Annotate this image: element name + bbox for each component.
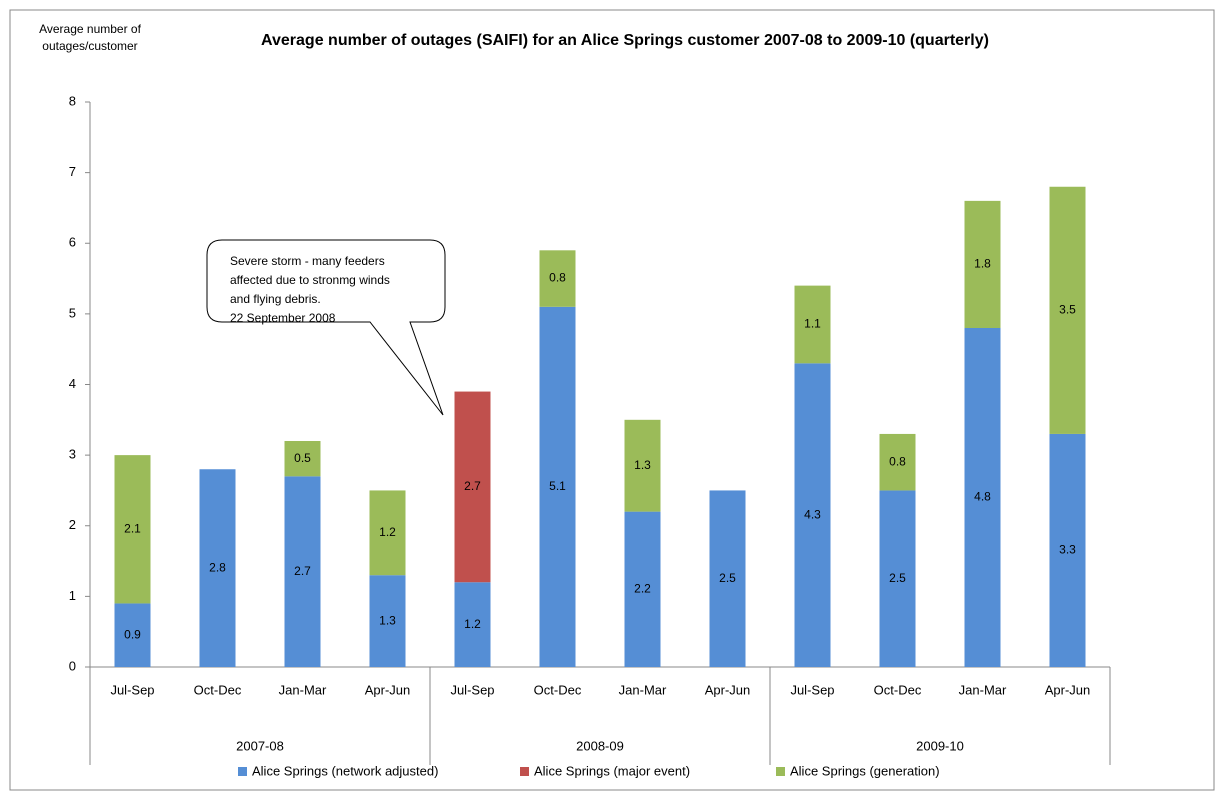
- bar-segment: [114, 455, 151, 604]
- data-label: 0.9: [124, 627, 141, 641]
- x-tick-label: Oct-Dec: [534, 682, 582, 697]
- bar-segment: [199, 469, 236, 667]
- data-label: 1.3: [379, 613, 396, 627]
- data-label: 2.1: [124, 521, 141, 535]
- y-tick-label: 3: [69, 447, 76, 462]
- x-tick-label: Oct-Dec: [194, 682, 242, 697]
- y-tick-label: 4: [69, 376, 76, 391]
- data-label: 2.8: [209, 560, 226, 574]
- bar-segment: [114, 603, 151, 667]
- x-tick-label: Apr-Jun: [1045, 682, 1091, 697]
- bar-segment: [624, 511, 661, 667]
- annotation-text: and flying debris.: [230, 292, 321, 306]
- data-label: 5.1: [549, 479, 566, 493]
- data-label: 1.8: [974, 257, 991, 271]
- y-tick-label: 7: [69, 164, 76, 179]
- legend-swatch: [776, 767, 785, 776]
- chart-title: Average number of outages (SAIFI) for an…: [261, 32, 989, 49]
- y-tick-label: 6: [69, 235, 76, 250]
- data-label: 3.5: [1059, 303, 1076, 317]
- bar-segment: [539, 306, 576, 667]
- bar-segment: [284, 476, 321, 667]
- bar-segment: [794, 285, 831, 364]
- legend-label: Alice Springs (generation): [790, 763, 940, 778]
- callout: [206, 239, 446, 416]
- data-label: 0.8: [549, 271, 566, 285]
- y-axis-label: Average number of: [39, 22, 142, 36]
- x-tick-label: Oct-Dec: [874, 682, 922, 697]
- y-axis-label: outages/customer: [42, 39, 137, 53]
- data-label: 1.3: [634, 458, 651, 472]
- bar-segment: [794, 363, 831, 667]
- bar-segment: [369, 490, 406, 576]
- data-label: 4.8: [974, 490, 991, 504]
- group-label: 2009-10: [916, 738, 964, 753]
- annotation-text: 22 September 2008: [230, 311, 336, 325]
- x-tick-label: Jul-Sep: [790, 682, 834, 697]
- bar-segment: [624, 419, 661, 512]
- y-tick-label: 0: [69, 658, 76, 673]
- data-label: 3.3: [1059, 543, 1076, 557]
- legend-swatch: [238, 767, 247, 776]
- data-label: 2.2: [634, 581, 651, 595]
- bar-segment: [709, 490, 746, 667]
- data-label: 2.5: [889, 571, 906, 585]
- annotation-text: affected due to stronmg winds: [230, 273, 390, 287]
- x-tick-label: Jan-Mar: [619, 682, 667, 697]
- chart-frame: [9, 9, 1215, 791]
- data-label: 1.1: [804, 317, 821, 331]
- data-label: 4.3: [804, 507, 821, 521]
- data-label: 1.2: [379, 525, 396, 539]
- bar-segment: [454, 582, 491, 667]
- x-tick-label: Apr-Jun: [705, 682, 751, 697]
- annotation-text: Severe storm - many feeders: [230, 254, 385, 268]
- bar-segment: [1049, 433, 1086, 667]
- legend-swatch: [520, 767, 529, 776]
- y-tick-label: 8: [69, 93, 76, 108]
- data-label: 0.8: [889, 454, 906, 468]
- bar-segment: [284, 441, 321, 477]
- legend-label: Alice Springs (network adjusted): [252, 763, 438, 778]
- group-label: 2008-09: [576, 738, 624, 753]
- group-label: 2007-08: [236, 738, 284, 753]
- data-label: 2.7: [294, 564, 311, 578]
- bar-segment: [879, 490, 916, 667]
- x-tick-label: Jul-Sep: [450, 682, 494, 697]
- data-label: 0.5: [294, 451, 311, 465]
- bar-segment: [539, 250, 576, 307]
- bar-segment: [964, 328, 1001, 667]
- data-label: 1.2: [464, 617, 481, 631]
- legend-label: Alice Springs (major event): [534, 763, 690, 778]
- x-tick-label: Jan-Mar: [279, 682, 327, 697]
- x-tick-label: Jul-Sep: [110, 682, 154, 697]
- bar-segment: [1049, 186, 1086, 434]
- bar-segment: [369, 575, 406, 667]
- x-tick-label: Jan-Mar: [959, 682, 1007, 697]
- data-label: 2.5: [719, 571, 736, 585]
- x-tick-label: Apr-Jun: [365, 682, 411, 697]
- y-tick-label: 5: [69, 305, 76, 320]
- y-tick-label: 1: [69, 588, 76, 603]
- data-label: 2.7: [464, 479, 481, 493]
- bar-segment: [454, 391, 491, 583]
- bar-segment: [964, 200, 1001, 328]
- y-tick-label: 2: [69, 517, 76, 532]
- bar-segment: [879, 433, 916, 491]
